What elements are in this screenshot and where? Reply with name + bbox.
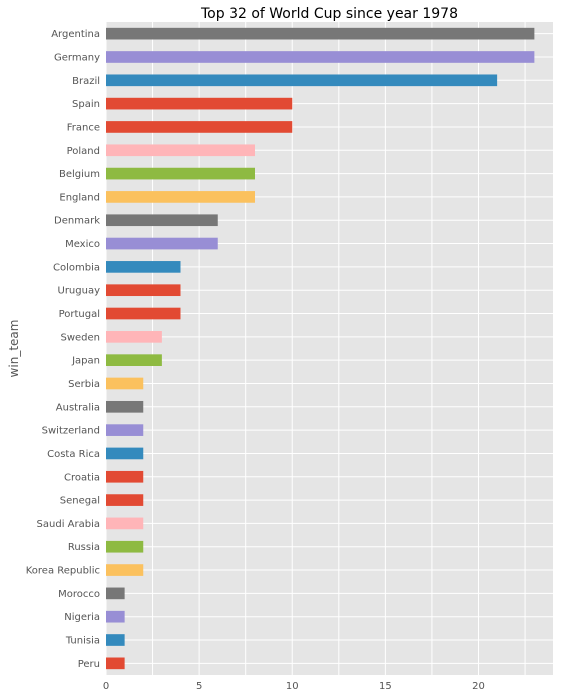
bar-argentina (106, 27, 535, 40)
bar-sweden (106, 331, 162, 343)
y-tick-label: Japan (71, 356, 100, 367)
bar-nigeria (106, 610, 125, 623)
x-tick-label: 20 (472, 681, 485, 692)
x-tick-label: 10 (286, 681, 299, 692)
bar-australia (106, 400, 144, 413)
y-tick-label: Morocco (58, 589, 100, 600)
bar-serbia (106, 377, 144, 390)
bar-belgium (106, 167, 255, 180)
y-tick-label: Tunisia (65, 636, 100, 647)
y-tick-label: Argentina (51, 29, 100, 40)
bar-england (106, 191, 255, 203)
y-tick-label: Uruguay (58, 286, 101, 297)
bar-senegal (106, 494, 144, 506)
bar-portugal (106, 307, 181, 320)
bar-korea-republic (106, 564, 144, 576)
bar-japan (106, 354, 162, 366)
y-tick-label: Costa Rica (47, 449, 100, 460)
bar-spain (106, 97, 293, 110)
y-tick-label: Spain (72, 99, 100, 110)
bar-france (106, 121, 293, 133)
bar-colombia (106, 261, 181, 273)
y-tick-label: Serbia (68, 379, 100, 390)
y-tick-label: Senegal (60, 496, 100, 507)
plot-area (106, 22, 553, 675)
y-tick-label: Colombia (53, 262, 100, 273)
bar-switzerland (106, 424, 144, 436)
x-tick-labels: 0 5 10 15 20 (103, 681, 485, 692)
y-tick-label: Mexico (65, 239, 100, 250)
x-tick-label: 0 (103, 681, 109, 692)
y-tick-label: Saudi Arabia (37, 519, 100, 530)
x-tick-label: 5 (196, 681, 202, 692)
bar-germany (106, 51, 535, 63)
y-tick-label: Denmark (54, 216, 100, 227)
y-tick-label: Poland (67, 146, 100, 157)
y-tick-label: Belgium (59, 169, 100, 180)
bar-mexico (106, 237, 218, 250)
y-tick-label: Korea Republic (26, 566, 100, 577)
bar-denmark (106, 214, 218, 227)
y-tick-label: Peru (78, 659, 100, 670)
y-tick-label: Switzerland (42, 426, 100, 437)
y-tick-labels: Argentina Germany Brazil Spain France Poland B… (26, 29, 100, 670)
bar-costa-rica (106, 447, 144, 460)
chart-title: Top 32 of World Cup since year 1978 (200, 6, 458, 22)
x-tick-label: 15 (379, 681, 392, 692)
y-tick-label: Croatia (64, 472, 100, 483)
y-tick-label: Brazil (72, 76, 100, 87)
y-tick-label: Germany (54, 52, 100, 63)
bars (106, 27, 535, 670)
bar-uruguay (106, 284, 181, 297)
y-tick-label: England (59, 192, 100, 203)
y-axis-label: win_team (7, 320, 21, 378)
y-tick-label: Nigeria (64, 612, 100, 623)
bar-saudi-arabia (106, 517, 144, 530)
y-tick-label: Sweden (60, 332, 100, 343)
bar-croatia (106, 470, 144, 483)
bar-tunisia (106, 634, 125, 646)
bar-peru (106, 657, 125, 670)
y-tick-label: Australia (56, 402, 100, 413)
y-tick-label: France (67, 122, 100, 133)
bar-poland (106, 144, 255, 157)
bar-brazil (106, 74, 498, 87)
y-tick-label: Russia (68, 542, 100, 553)
bar-russia (106, 540, 144, 553)
bar-morocco (106, 587, 125, 600)
y-tick-label: Portugal (59, 309, 100, 320)
